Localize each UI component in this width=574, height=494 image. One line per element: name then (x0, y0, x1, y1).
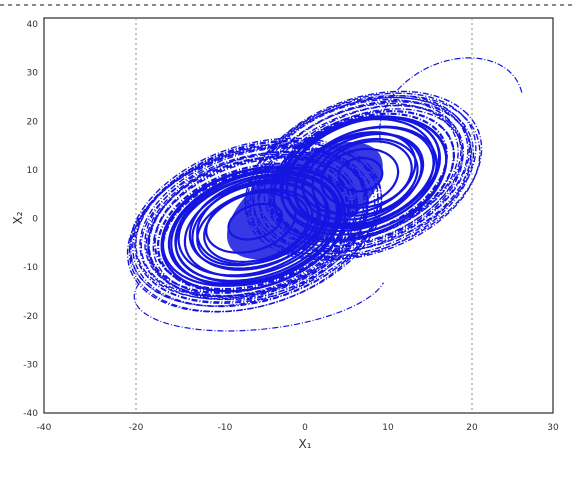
y-tick-label: -30 (23, 360, 38, 370)
x-axis-label: X₁ (298, 437, 311, 451)
orbit-left-31 (131, 140, 379, 308)
x-tick-label: 0 (302, 423, 308, 433)
y-tick-label: 0 (32, 215, 38, 225)
y-tick-label: 30 (27, 69, 39, 79)
y-tick-label: 40 (27, 20, 39, 30)
orbit-left-18 (147, 155, 352, 295)
y-tick-label: -20 (23, 312, 38, 322)
dense-core (226, 142, 383, 260)
chart-marks (126, 57, 523, 332)
orbit-right-29 (247, 90, 483, 259)
x-tick-label: -10 (218, 423, 233, 433)
x-ticks: -40 -20 -10 0 10 20 30 (37, 423, 559, 433)
y-tick-label: -10 (23, 263, 38, 273)
orbit-left-32 (128, 137, 383, 308)
orbit-left-25 (135, 144, 365, 300)
tail-upper (379, 57, 523, 145)
x-tick-label: 30 (547, 423, 559, 433)
x-tick-label: -40 (37, 423, 52, 433)
x-tick-label: 10 (382, 423, 394, 433)
y-tick-label: 20 (27, 117, 39, 127)
y-axis-label: X₂ (11, 211, 25, 224)
y-ticks: 40 30 20 10 0 -10 -20 -30 -40 (23, 20, 38, 419)
tail-lower (133, 282, 385, 332)
orbit-right-27 (244, 96, 475, 261)
plot-frame (43, 17, 554, 414)
y-tick-label: -40 (23, 409, 38, 419)
orbit-left-24 (144, 147, 368, 299)
x-tick-label: -20 (129, 423, 144, 433)
orbit-left-29 (134, 139, 380, 305)
x-tick-label: 20 (466, 423, 478, 433)
y-tick-label: 10 (27, 166, 39, 176)
orbit-left-33 (126, 142, 383, 313)
orbit-left-30 (128, 145, 376, 313)
